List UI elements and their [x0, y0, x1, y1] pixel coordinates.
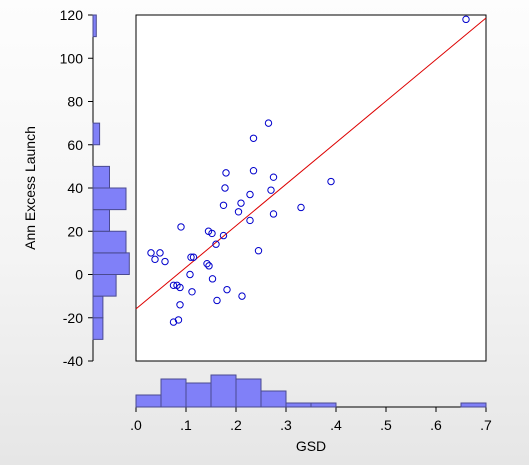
y-histogram-bar	[92, 230, 127, 254]
y-histogram-bar	[92, 14, 97, 38]
x-histogram-bar	[160, 378, 187, 408]
scatter-point	[177, 223, 185, 231]
y-histogram-bar	[92, 252, 130, 275]
scatter-point	[462, 15, 470, 24]
scatter-point	[169, 281, 178, 290]
scatter-point	[212, 240, 220, 248]
y-histogram-bar	[92, 187, 127, 211]
scatter-point	[203, 259, 211, 268]
scatter-point	[222, 169, 230, 177]
scatter-point	[189, 253, 198, 261]
scatter-point	[208, 275, 217, 283]
y-tick-label: 40	[67, 180, 83, 196]
scatter-point	[269, 173, 278, 181]
scatter-point	[174, 316, 183, 324]
scatter-point	[187, 253, 195, 261]
y-tick-label: 120	[60, 7, 84, 23]
x-tick-label: .6	[430, 417, 442, 433]
x-tick-label: .5	[380, 417, 392, 433]
x-axis-ticks: .0 .1 .2 .3 .4 .5 .6 .7	[130, 407, 492, 433]
y-histogram-bar	[92, 295, 104, 319]
x-marginal-histogram	[135, 374, 487, 408]
x-histogram-bar	[260, 390, 287, 408]
scatter-point	[267, 186, 275, 194]
scatter-point	[269, 210, 278, 218]
y-tick-label: 80	[67, 94, 83, 110]
scatter-point	[205, 262, 213, 270]
scatter-point	[238, 292, 246, 300]
y-tick-label: 100	[60, 50, 84, 66]
y-histogram-bar	[92, 274, 117, 297]
x-histogram-bar	[285, 402, 312, 408]
y-axis-ticks: -40 -20 0 20 40 60 80 100 120	[60, 7, 93, 369]
x-histogram-bar	[235, 378, 262, 408]
scatter-point	[219, 231, 228, 240]
scatter-point	[176, 283, 184, 292]
scatter-point	[147, 249, 155, 257]
scatter-point	[249, 167, 258, 175]
plot-area	[135, 14, 487, 362]
y-histogram-bar	[92, 209, 110, 232]
y-axis-title: Ann Excess Launch	[22, 126, 38, 250]
data-points	[147, 15, 470, 326]
x-axis-title: GSD	[296, 438, 326, 454]
scatter-point	[249, 134, 258, 142]
scatter-point	[188, 288, 196, 296]
y-tick-label: 20	[67, 223, 83, 239]
y-tick-label: 60	[67, 137, 83, 153]
y-histogram-bar	[92, 122, 101, 146]
scatter-point	[176, 301, 184, 309]
scatter-point	[297, 203, 305, 212]
scatter-point	[237, 199, 245, 207]
x-tick-label: .0	[130, 417, 142, 433]
x-tick-label: .4	[330, 417, 342, 433]
y-marginal-histogram	[92, 14, 130, 340]
scatter-point	[223, 285, 231, 294]
scatter-point	[234, 208, 243, 216]
scatter-point	[246, 216, 254, 225]
x-histogram-bar	[185, 382, 212, 408]
x-histogram-bar	[135, 394, 162, 408]
y-histogram-bar	[92, 165, 110, 189]
scatter-point	[169, 318, 178, 326]
x-tick-label: .7	[480, 417, 492, 433]
scatter-point	[327, 177, 335, 186]
scatter-point	[219, 201, 228, 210]
y-tick-label: 0	[75, 267, 83, 283]
y-tick-label: -40	[63, 353, 83, 369]
y-tick-label: -20	[63, 310, 83, 326]
x-histogram-bar	[210, 374, 237, 408]
x-tick-label: .2	[230, 417, 242, 433]
x-tick-label: .3	[280, 417, 292, 433]
scatter-point	[151, 255, 159, 264]
x-tick-label: .1	[180, 417, 192, 433]
scatter-point	[161, 257, 169, 266]
y-histogram-bar	[92, 317, 104, 340]
scatter-point	[221, 184, 229, 192]
scatter-point	[264, 119, 273, 127]
x-histogram-bar	[310, 402, 337, 408]
scatter-point	[254, 247, 263, 255]
scatter-point	[156, 249, 164, 257]
x-histogram-bar	[460, 402, 487, 408]
scatter-point	[213, 296, 221, 305]
scatter-point	[208, 229, 216, 238]
scatter-point	[246, 190, 254, 199]
scatter-point	[186, 270, 194, 279]
